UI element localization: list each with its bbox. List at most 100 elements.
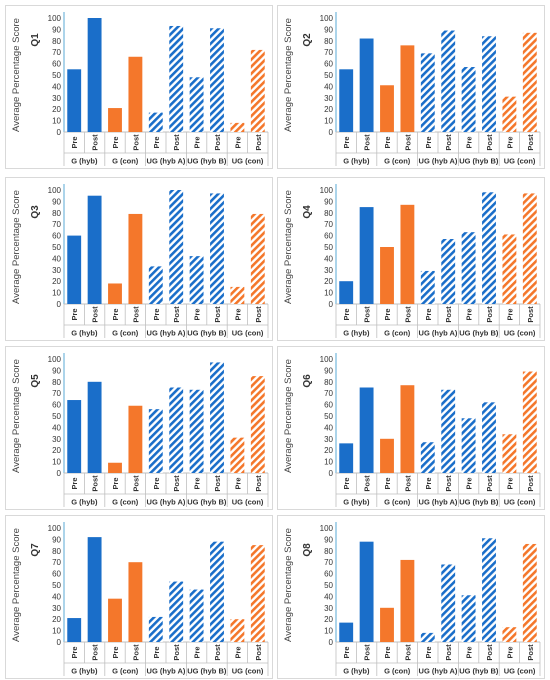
x-tick-label: Post (485, 306, 494, 323)
bar (461, 418, 476, 473)
bar (108, 598, 122, 642)
y-tick-label: 10 (324, 458, 333, 467)
chart-svg: 0 10 20 30 40 50 60 70 80 90 100 Average Percentage… (283, 12, 541, 166)
panel-label: Q8 (302, 543, 313, 557)
y-tick-label: 30 (324, 604, 333, 613)
x-tick-label: Pre (424, 477, 433, 489)
x-tick-label: Post (91, 475, 100, 492)
bar (128, 405, 143, 473)
y-tick-label: 0 (329, 469, 334, 478)
group-label: UG (con) (504, 498, 536, 507)
panel-label: Q1 (30, 33, 41, 47)
x-tick-label: Post (526, 306, 535, 323)
y-tick-label: 60 (324, 60, 333, 69)
y-tick-label: 60 (52, 401, 61, 410)
y-tick-label: 100 (320, 14, 334, 23)
bar (148, 616, 163, 642)
y-tick-label: 40 (52, 423, 61, 432)
bar (87, 18, 102, 132)
x-tick-label: Post (526, 134, 535, 151)
chart-svg: 0 10 20 30 40 50 60 70 80 90 100 Average Percentage… (283, 184, 541, 338)
bar (148, 266, 163, 304)
x-tick-label: Post (172, 306, 181, 323)
y-axis-label: Average Percentage Score (11, 359, 22, 473)
panel-label: Q6 (302, 374, 313, 388)
chart-svg: 0 10 20 30 40 50 60 70 80 90 100 Average Percentage… (283, 353, 541, 507)
bar (522, 32, 537, 132)
chart-svg: 0 10 20 30 40 50 60 70 80 90 100 Average Percentage… (11, 353, 269, 507)
x-tick-label: Pre (111, 136, 120, 148)
y-tick-label: 50 (52, 243, 61, 252)
y-tick-label: 0 (57, 300, 62, 309)
x-tick-label: Pre (505, 136, 514, 148)
y-tick-label: 0 (329, 128, 334, 137)
x-tick-label: Post (403, 134, 412, 151)
group-label: UG (hyb A) (147, 498, 186, 507)
y-tick-label: 80 (52, 37, 61, 46)
y-tick-label: 30 (324, 435, 333, 444)
chart-svg: 0 10 20 30 40 50 60 70 80 90 100 Average Percentage… (283, 522, 541, 676)
x-tick-label: Pre (342, 136, 351, 148)
y-axis-label: Average Percentage Score (283, 18, 294, 132)
group-label: UG (con) (232, 157, 264, 166)
y-tick-label: 70 (52, 220, 61, 229)
x-tick-label: Post (485, 134, 494, 151)
bar (502, 627, 517, 642)
group-label: G (hyb) (343, 498, 370, 507)
bar (67, 618, 82, 642)
x-tick-label: Pre (70, 308, 79, 320)
bar (420, 632, 435, 642)
y-tick-label: 10 (52, 117, 61, 126)
x-tick-label: Pre (505, 308, 514, 320)
y-tick-label: 50 (52, 71, 61, 80)
bar (230, 619, 245, 642)
y-tick-label: 50 (324, 71, 333, 80)
bar (339, 622, 354, 642)
x-tick-label: Pre (152, 477, 161, 489)
y-tick-label: 20 (52, 615, 61, 624)
bar (380, 247, 394, 304)
y-axis-label: Average Percentage Score (11, 190, 22, 304)
group-label: UG (con) (504, 157, 536, 166)
y-tick-label: 70 (52, 389, 61, 398)
chart-panel-q1: 0 10 20 30 40 50 60 70 80 90 100 Average Percentage… (5, 5, 273, 169)
chart-panel-q4: 0 10 20 30 40 50 60 70 80 90 100 Average Percentage… (277, 177, 545, 341)
y-tick-label: 10 (324, 289, 333, 298)
x-tick-label: Post (131, 306, 140, 323)
y-tick-label: 70 (324, 389, 333, 398)
y-tick-label: 80 (52, 547, 61, 556)
group-label: UG (hyb A) (147, 667, 186, 676)
y-tick-label: 100 (48, 14, 62, 23)
group-label: G (hyb) (71, 667, 98, 676)
y-tick-label: 40 (324, 423, 333, 432)
x-tick-label: Pre (111, 477, 120, 489)
x-tick-label: Post (444, 306, 453, 323)
x-tick-label: Pre (233, 646, 242, 658)
bar (502, 234, 517, 304)
y-tick-label: 60 (52, 232, 61, 241)
bar (339, 281, 354, 304)
x-tick-label: Post (444, 644, 453, 661)
x-tick-label: Pre (193, 477, 202, 489)
bar (210, 362, 224, 473)
x-tick-label: Post (363, 306, 372, 323)
y-tick-label: 40 (324, 82, 333, 91)
y-tick-label: 30 (52, 266, 61, 275)
y-tick-label: 10 (324, 627, 333, 636)
group-label: UG (hyb B) (459, 329, 499, 338)
y-tick-label: 20 (324, 446, 333, 455)
x-tick-label: Pre (70, 477, 79, 489)
bar (169, 387, 184, 473)
bar (461, 67, 476, 132)
x-tick-label: Post (172, 134, 181, 151)
bar (108, 108, 122, 132)
group-label: UG (con) (232, 498, 264, 507)
group-label: G (hyb) (71, 329, 98, 338)
x-tick-label: Post (172, 644, 181, 661)
y-tick-label: 70 (52, 48, 61, 57)
chart-panel-q8: 0 10 20 30 40 50 60 70 80 90 100 Average Percentage… (277, 515, 545, 679)
x-tick-label: Pre (342, 477, 351, 489)
y-tick-label: 0 (329, 300, 334, 309)
y-tick-label: 0 (57, 638, 62, 647)
